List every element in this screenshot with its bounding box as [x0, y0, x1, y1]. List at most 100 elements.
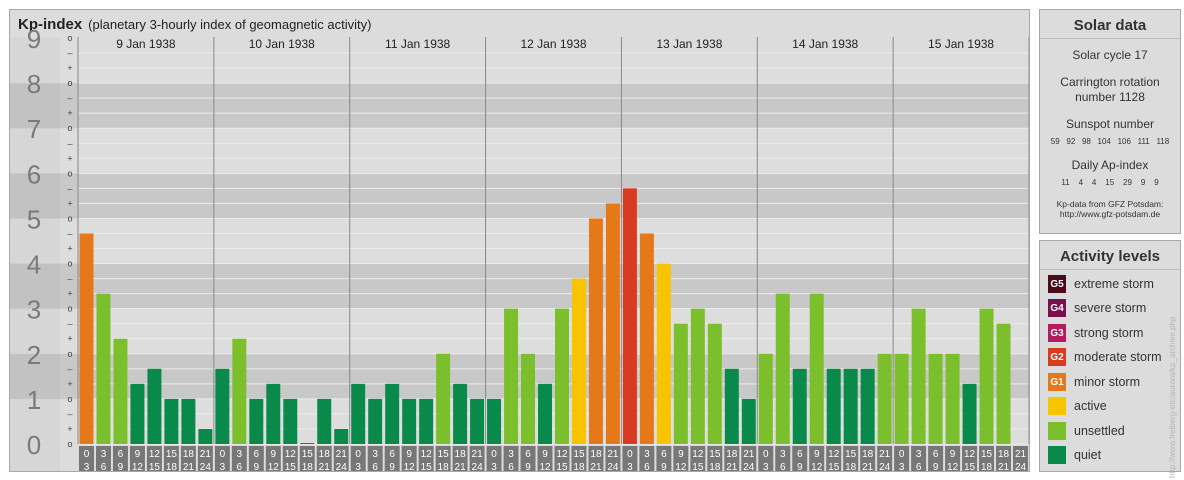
- y-label-band: [10, 398, 60, 444]
- interval-end-label: 12: [539, 462, 551, 471]
- kp-bar: [402, 398, 417, 444]
- carrington-line-2: number 1128: [1075, 90, 1145, 104]
- y-minor-tick-label: o: [67, 304, 72, 314]
- y-label-band: [10, 444, 60, 471]
- interval-start-label: 15: [166, 449, 178, 460]
- solar-data-title: Solar data: [1040, 10, 1180, 39]
- sunspot-values: 59 92 98 104 106 111 118: [1040, 137, 1180, 146]
- interval-end-label: 3: [355, 462, 361, 471]
- kp-bar: [571, 278, 586, 444]
- interval-start-label: 0: [220, 449, 226, 460]
- interval-end-label: 24: [472, 462, 484, 471]
- kp-bar: [351, 383, 366, 444]
- interval-start-label: 18: [319, 449, 331, 460]
- kp-bar: [368, 398, 383, 444]
- interval-start-label: 18: [590, 449, 602, 460]
- level-label: strong storm: [1074, 326, 1144, 340]
- interval-end-label: 6: [644, 462, 650, 471]
- interval-start-label: 12: [149, 449, 161, 460]
- interval-cell: [112, 446, 128, 471]
- interval-cell: [367, 446, 383, 471]
- level-swatch: G4: [1048, 299, 1066, 317]
- data-credit-link[interactable]: http://www.gfz-potsdam.de: [1059, 209, 1161, 219]
- level-item: G2 moderate storm: [1048, 346, 1162, 368]
- interval-start-label: 3: [916, 449, 922, 460]
- interval-cell: [996, 446, 1012, 471]
- carrington-line-1: Carrington rotation: [1060, 75, 1160, 89]
- kp-bar: [639, 233, 654, 444]
- interval-start-label: 15: [845, 449, 857, 460]
- interval-cell: [401, 446, 417, 471]
- ap-value: 9: [1140, 178, 1146, 187]
- chart-header: Kp-index (planetary 3-hourly index of geo…: [18, 16, 371, 33]
- interval-start-label: 12: [964, 449, 976, 460]
- sunspot-value: 104: [1097, 137, 1111, 146]
- level-item: G4 severe storm: [1048, 297, 1146, 319]
- interval-start-label: 12: [421, 449, 433, 460]
- interval-start-label: 0: [84, 449, 90, 460]
- interval-end-label: 12: [811, 462, 823, 471]
- y-tick-label: 4: [27, 250, 41, 280]
- y-minor-tick-label: –: [67, 364, 72, 374]
- y-label-band: [10, 263, 60, 309]
- y-minor-tick-label: –: [67, 409, 72, 419]
- interval-end-label: 21: [998, 462, 1010, 471]
- interval-cell: [656, 446, 672, 471]
- interval-end-label: 18: [981, 462, 993, 471]
- interval-end-label: 9: [525, 462, 531, 471]
- kp-bar: [521, 353, 536, 444]
- data-credit-line-1: Kp-data from GFZ Potsdam:: [1056, 199, 1164, 209]
- interval-end-label: 3: [627, 462, 633, 471]
- y-minor-tick-label: +: [67, 424, 72, 434]
- ap-value: 4: [1078, 178, 1084, 187]
- interval-cell: [639, 446, 655, 471]
- kp-bar: [317, 398, 332, 444]
- interval-start-label: 15: [302, 449, 314, 460]
- interval-start-label: 21: [1015, 449, 1027, 460]
- y-minor-tick-label: +: [67, 244, 72, 254]
- y-minor-tick-label: +: [67, 108, 72, 118]
- interval-start-label: 0: [899, 449, 905, 460]
- kp-bar: [283, 398, 298, 444]
- y-minor-tick-label: o: [67, 78, 72, 88]
- kp-bar: [419, 398, 434, 444]
- interval-start-label: 12: [692, 449, 704, 460]
- interval-cell: [775, 446, 791, 471]
- kp-bar: [538, 383, 552, 444]
- kp-band: [10, 308, 1029, 354]
- level-item: quiet: [1048, 444, 1101, 466]
- interval-cell: [486, 446, 502, 471]
- kp-bar: [656, 263, 671, 444]
- interval-cell: [894, 446, 910, 471]
- solar-cycle: Solar cycle 17: [1072, 48, 1148, 62]
- interval-end-label: 21: [455, 462, 467, 471]
- interval-start-label: 18: [998, 449, 1010, 460]
- kp-bar: [673, 323, 688, 444]
- interval-end-label: 9: [254, 462, 260, 471]
- kp-bar: [181, 398, 196, 444]
- y-minor-tick-label: –: [67, 93, 72, 103]
- y-label-band: [10, 128, 60, 174]
- interval-start-label: 18: [726, 449, 738, 460]
- interval-end-label: 6: [372, 462, 378, 471]
- interval-end-label: 21: [590, 462, 602, 471]
- interval-start-label: 21: [607, 449, 619, 460]
- interval-end-label: 9: [118, 462, 124, 471]
- kp-bar: [792, 368, 807, 444]
- level-label: minor storm: [1074, 375, 1140, 389]
- y-minor-tick-label: +: [67, 153, 72, 163]
- y-label-band: [10, 83, 60, 129]
- interval-cell: [792, 446, 808, 471]
- kp-bar: [164, 398, 179, 444]
- interval-cell: [452, 446, 468, 471]
- kp-bar: [453, 383, 468, 444]
- kp-bar: [962, 383, 977, 444]
- kp-bar: [690, 308, 705, 444]
- interval-cell: [588, 446, 604, 471]
- interval-start-label: 6: [389, 449, 395, 460]
- interval-start-label: 12: [556, 449, 568, 460]
- kp-bar: [894, 353, 909, 444]
- interval-cell: [809, 446, 825, 471]
- side-credit-link[interactable]: http://www.freiberg-etc/aurora/kp_archiv…: [1168, 316, 1177, 478]
- interval-end-label: 21: [726, 462, 738, 471]
